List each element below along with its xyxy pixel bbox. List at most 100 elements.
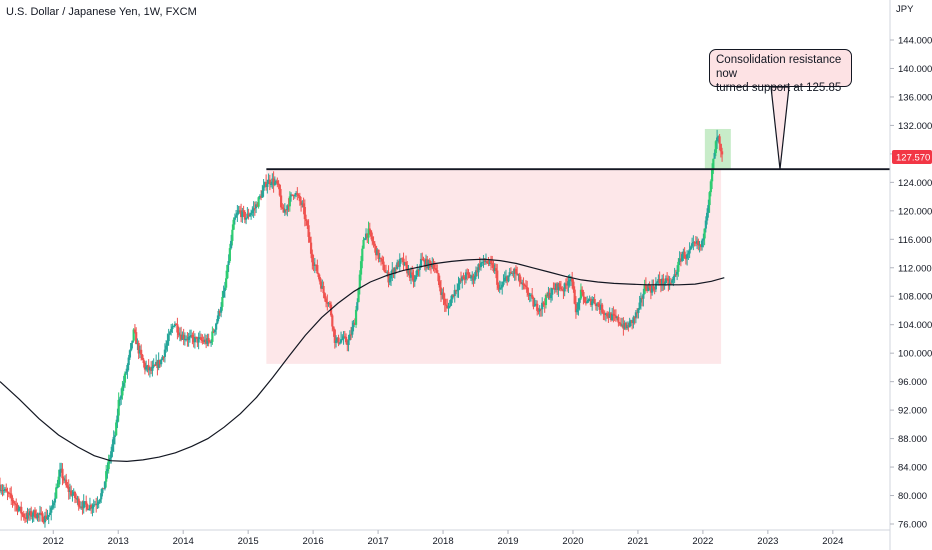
candle-body-375	[467, 272, 470, 275]
candle-body-373	[464, 272, 468, 280]
candle-body-432	[538, 308, 541, 312]
candle-body-135	[167, 334, 170, 342]
candle-body-148	[183, 339, 186, 341]
candle-body-117	[145, 366, 148, 370]
candle-body-446	[556, 283, 559, 290]
candle-body-379	[472, 275, 475, 281]
candle-body-110	[136, 343, 139, 345]
candle-body-325	[404, 262, 408, 265]
candle-body-14	[16, 504, 19, 511]
candle-body-173	[215, 323, 218, 330]
candle-body-60	[73, 492, 77, 498]
candle-body-417	[519, 282, 523, 284]
candle-body-212	[263, 182, 266, 187]
candle-body-506	[631, 320, 634, 324]
candle-body-228	[283, 209, 286, 213]
candle-body-339	[422, 259, 425, 261]
candle-body-465	[579, 289, 583, 299]
candle-body-578	[720, 151, 724, 155]
candle-body-337	[419, 258, 423, 268]
candle-body-494	[616, 317, 619, 319]
candle-body-362	[451, 294, 454, 300]
candle-body-258	[321, 285, 324, 289]
candle-body-270	[336, 337, 339, 341]
candle-body-61	[75, 497, 78, 499]
candle-body-39	[47, 514, 50, 517]
candle-body-470	[586, 301, 589, 304]
candle-body-504	[628, 321, 631, 328]
candle-body-107	[132, 329, 135, 341]
candle-body-17	[20, 506, 23, 514]
candle-body-393	[489, 260, 493, 263]
candle-body-341	[424, 259, 428, 267]
candle-body-561	[699, 244, 702, 248]
annotation-callout[interactable]: Consolidation resistance now turned supp…	[709, 49, 852, 94]
candle-body-440	[548, 292, 551, 299]
annotation-line-1: Consolidation resistance now	[716, 54, 842, 80]
candle-body-119	[147, 365, 150, 371]
candle-body-553	[689, 246, 692, 250]
candle-body-50	[61, 468, 64, 479]
candle-body-272	[338, 342, 341, 344]
candle-body-433	[539, 308, 543, 310]
candle-body-88	[108, 457, 112, 460]
x-tick-label-2: 2014	[173, 536, 194, 547]
y-tick-label-2: 84.000	[898, 463, 927, 474]
candle-body-365	[454, 290, 458, 292]
candle-body-114	[141, 354, 144, 360]
y-tick-label-9: 112.000	[898, 263, 932, 274]
candle-body-297	[369, 230, 373, 237]
x-tick-label-5: 2017	[368, 536, 389, 547]
candle-body-312	[388, 278, 391, 283]
candle-body-304	[378, 257, 381, 259]
candle-body-190	[236, 212, 239, 216]
candle-body-402	[501, 284, 504, 288]
candle-body-208	[258, 195, 261, 198]
candle-body-72	[88, 505, 92, 510]
candle-body-409	[509, 272, 513, 274]
candle-body-314	[391, 269, 394, 275]
candle-body-319	[397, 262, 400, 267]
candle-body-554	[691, 243, 694, 247]
candle-body-462	[576, 309, 579, 313]
candle-body-405	[504, 276, 508, 278]
candle-body-545	[679, 258, 682, 261]
y-tick-label-5: 96.000	[898, 377, 927, 388]
candle-body-562	[701, 240, 704, 248]
candle-body-104	[128, 350, 132, 358]
candle-body-125	[155, 361, 158, 366]
candle-body-455	[567, 281, 570, 286]
candle-body-565	[704, 220, 707, 229]
candle-body-511	[637, 308, 640, 313]
x-tick-label-0: 2012	[43, 536, 64, 547]
candle-body-323	[402, 258, 405, 266]
candle-body-477	[594, 303, 598, 307]
candle-body-353	[439, 287, 443, 295]
candle-body-96	[118, 398, 122, 400]
candle-body-523	[652, 285, 655, 289]
candle-body-45	[55, 487, 58, 499]
candle-body-290	[361, 248, 364, 262]
candle-body-198	[246, 213, 249, 218]
candle-body-195	[242, 210, 245, 213]
candle-body-501	[624, 323, 627, 329]
candle-body-347	[432, 264, 435, 269]
candle-body-549	[684, 258, 687, 260]
candle-body-74	[91, 506, 94, 509]
candle-body-11	[12, 501, 15, 504]
candle-body-245	[304, 219, 308, 221]
candle-body-489	[609, 313, 613, 320]
y-tick-label-7: 104.000	[898, 320, 932, 331]
candle-body-377	[469, 277, 473, 279]
candle-body-262	[326, 302, 329, 304]
candle-body-416	[518, 274, 521, 283]
candle-body-24	[28, 511, 32, 516]
candle-body-161	[200, 337, 203, 341]
candle-body-384	[478, 264, 481, 268]
candle-body-425	[529, 294, 533, 296]
candle-body-563	[702, 238, 705, 241]
candle-body-144	[178, 334, 181, 336]
candle-body-309	[384, 272, 388, 274]
candle-body-191	[237, 210, 240, 213]
